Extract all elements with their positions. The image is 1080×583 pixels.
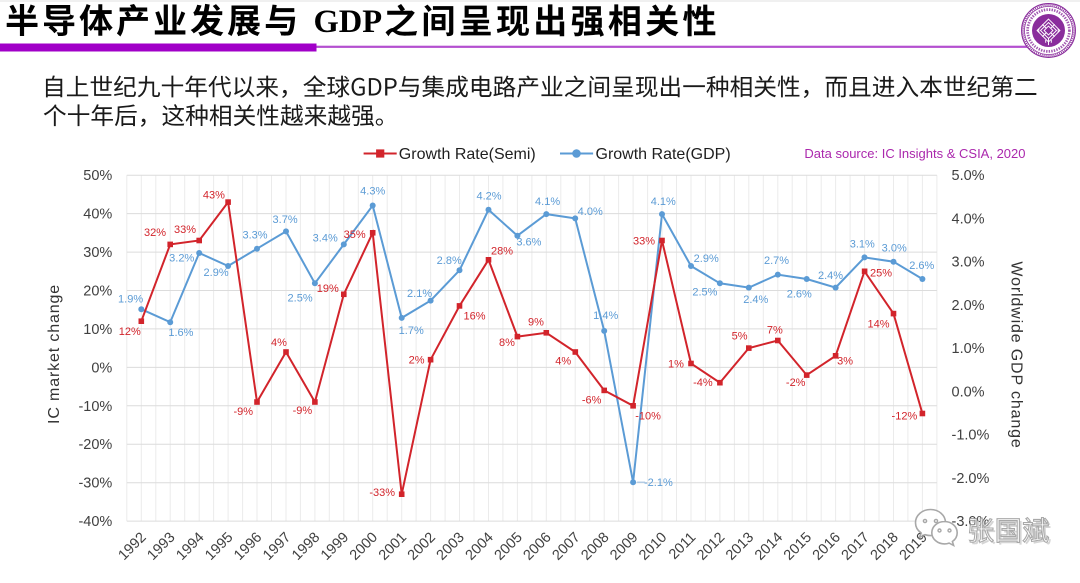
svg-text:9%: 9%: [528, 317, 544, 329]
svg-text:-10%: -10%: [78, 399, 112, 415]
svg-text:3.6%: 3.6%: [516, 237, 541, 249]
svg-text:35%: 35%: [344, 229, 366, 241]
svg-text:5.0%: 5.0%: [952, 168, 985, 184]
svg-text:-12%: -12%: [892, 410, 918, 422]
svg-text:2.9%: 2.9%: [204, 267, 229, 279]
svg-text:2.7%: 2.7%: [764, 255, 789, 267]
svg-text:-2%: -2%: [786, 377, 806, 389]
svg-text:IC market change: IC market change: [46, 284, 63, 424]
svg-text:1.4%: 1.4%: [593, 310, 618, 322]
svg-text:4.1%: 4.1%: [535, 196, 560, 208]
svg-text:-30%: -30%: [78, 476, 112, 492]
svg-text:14%: 14%: [867, 319, 889, 331]
svg-text:1.7%: 1.7%: [399, 325, 424, 337]
svg-text:4.0%: 4.0%: [578, 206, 603, 218]
svg-text:-20%: -20%: [78, 437, 112, 453]
svg-text:40%: 40%: [83, 207, 112, 223]
svg-text:2.8%: 2.8%: [437, 255, 462, 267]
svg-text:30%: 30%: [83, 245, 112, 261]
svg-text:12%: 12%: [119, 326, 141, 338]
svg-text:19%: 19%: [317, 283, 339, 295]
svg-text:2.0%: 2.0%: [952, 298, 985, 314]
svg-text:-1.0%: -1.0%: [952, 428, 990, 444]
svg-text:32%: 32%: [144, 227, 166, 239]
svg-text:8%: 8%: [499, 337, 515, 349]
svg-text:33%: 33%: [633, 235, 655, 247]
svg-text:2.5%: 2.5%: [288, 292, 313, 304]
svg-text:3.0%: 3.0%: [952, 255, 985, 271]
svg-text:1.9%: 1.9%: [118, 294, 143, 306]
svg-text:0%: 0%: [91, 360, 112, 376]
svg-text:4.2%: 4.2%: [476, 191, 501, 203]
svg-text:3.3%: 3.3%: [242, 229, 267, 241]
svg-text:-9%: -9%: [293, 405, 313, 417]
svg-text:10%: 10%: [83, 322, 112, 338]
svg-text:4.1%: 4.1%: [651, 196, 676, 208]
svg-text:3.0%: 3.0%: [882, 243, 907, 255]
svg-text:4.3%: 4.3%: [360, 185, 385, 197]
svg-text:2.6%: 2.6%: [909, 260, 934, 272]
svg-text:-40%: -40%: [78, 514, 112, 530]
svg-text:2%: 2%: [409, 355, 425, 367]
svg-text:4.0%: 4.0%: [952, 211, 985, 227]
svg-text:50%: 50%: [83, 168, 112, 184]
svg-text:28%: 28%: [491, 246, 513, 258]
svg-text:25%: 25%: [870, 267, 892, 279]
svg-text:43%: 43%: [203, 189, 225, 201]
svg-text:0.0%: 0.0%: [952, 384, 985, 400]
svg-text:-9%: -9%: [234, 406, 254, 418]
svg-text:-6%: -6%: [582, 395, 602, 407]
svg-text:2.1%: 2.1%: [407, 288, 432, 300]
svg-text:33%: 33%: [174, 224, 196, 236]
svg-text:3.2%: 3.2%: [169, 253, 194, 265]
svg-text:2.9%: 2.9%: [694, 253, 719, 265]
svg-text:1%: 1%: [668, 358, 684, 370]
svg-text:2.5%: 2.5%: [692, 287, 717, 299]
svg-text:-10%: -10%: [635, 411, 661, 423]
svg-text:2.4%: 2.4%: [743, 294, 768, 306]
svg-text:16%: 16%: [463, 311, 485, 323]
svg-text:1.6%: 1.6%: [168, 327, 193, 339]
svg-text:4%: 4%: [555, 355, 571, 367]
svg-text:Data source: IC Insights & CSI: Data source: IC Insights & CSIA, 2020: [804, 146, 1025, 161]
svg-text:5%: 5%: [732, 330, 748, 342]
svg-text:7%: 7%: [767, 324, 783, 336]
svg-text:3.7%: 3.7%: [273, 214, 298, 226]
svg-text:20%: 20%: [83, 284, 112, 300]
svg-text:1.0%: 1.0%: [952, 341, 985, 357]
svg-text:4%: 4%: [271, 337, 287, 349]
svg-text:3%: 3%: [837, 356, 853, 368]
svg-text:3.1%: 3.1%: [850, 239, 875, 251]
svg-text:3.4%: 3.4%: [313, 233, 338, 245]
svg-text:2.4%: 2.4%: [818, 270, 843, 282]
svg-text:Worldwide GDP change: Worldwide GDP change: [1008, 261, 1025, 448]
svg-text:2.6%: 2.6%: [787, 289, 812, 301]
svg-text:-4%: -4%: [693, 377, 713, 389]
svg-text:Growth Rate(GDP): Growth Rate(GDP): [596, 146, 731, 163]
svg-text:-33%: -33%: [369, 487, 395, 499]
svg-text:Growth Rate(Semi): Growth Rate(Semi): [399, 146, 536, 163]
svg-text:GDP: GDP: [314, 4, 383, 40]
svg-text:-2.0%: -2.0%: [952, 471, 990, 487]
svg-text:-2.1%: -2.1%: [644, 477, 673, 489]
